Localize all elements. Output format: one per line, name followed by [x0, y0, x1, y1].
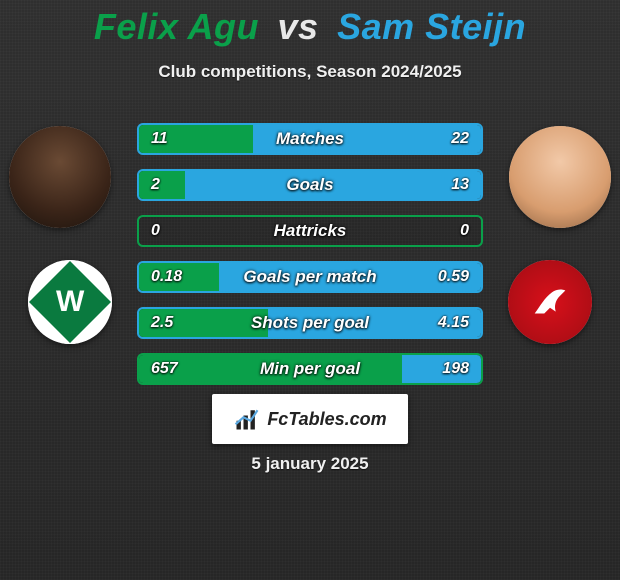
stat-row: 0 0Hattricks — [137, 215, 483, 247]
stat-value-right: 0.59 — [426, 263, 481, 291]
comparison-title: Felix Agu vs Sam Steijn — [0, 0, 620, 48]
stat-row: 1122Matches — [137, 123, 483, 155]
brand-logo-icon — [233, 405, 261, 433]
player2-club-crest — [508, 260, 592, 344]
stat-value-left: 0.18 — [139, 263, 194, 291]
date-text: 5 january 2025 — [0, 454, 620, 474]
stat-label: Hattricks — [139, 217, 481, 245]
stat-row: 2.54.15Shots per goal — [137, 307, 483, 339]
stat-row: 213Goals — [137, 169, 483, 201]
stat-row: 0.180.59Goals per match — [137, 261, 483, 293]
stat-value-right: 0 — [448, 217, 481, 245]
avatar-face-icon — [9, 126, 111, 228]
stat-value-left: 2.5 — [139, 309, 185, 337]
stat-value-left: 657 — [139, 355, 190, 383]
avatar-face-icon — [509, 126, 611, 228]
fc-twente-crest-icon — [508, 260, 592, 344]
stat-value-left: 11 — [139, 125, 180, 153]
comparison-area: W 1122Matches213Goals00Hattricks0.180.59… — [0, 118, 620, 388]
stat-value-left: 0 — [139, 217, 172, 245]
stat-value-right: 4.15 — [426, 309, 481, 337]
werder-bremen-crest-icon: W — [28, 260, 112, 344]
brand-text: FcTables.com — [267, 409, 386, 430]
stat-value-right: 13 — [439, 171, 481, 199]
title-vs: vs — [278, 6, 319, 47]
player2-name: Sam Steijn — [337, 6, 526, 47]
brand-badge: FcTables.com — [212, 394, 408, 444]
stat-fill-right — [185, 171, 481, 199]
player1-avatar — [9, 126, 111, 228]
subtitle: Club competitions, Season 2024/2025 — [0, 62, 620, 82]
stat-value-right: 22 — [439, 125, 481, 153]
stat-value-left: 2 — [139, 171, 172, 199]
stat-row: 657198Min per goal — [137, 353, 483, 385]
stat-value-right: 198 — [430, 355, 481, 383]
stat-bars: 1122Matches213Goals00Hattricks0.180.59Go… — [137, 123, 483, 399]
player2-avatar — [509, 126, 611, 228]
player1-club-crest: W — [28, 260, 112, 344]
player1-name: Felix Agu — [94, 6, 259, 47]
